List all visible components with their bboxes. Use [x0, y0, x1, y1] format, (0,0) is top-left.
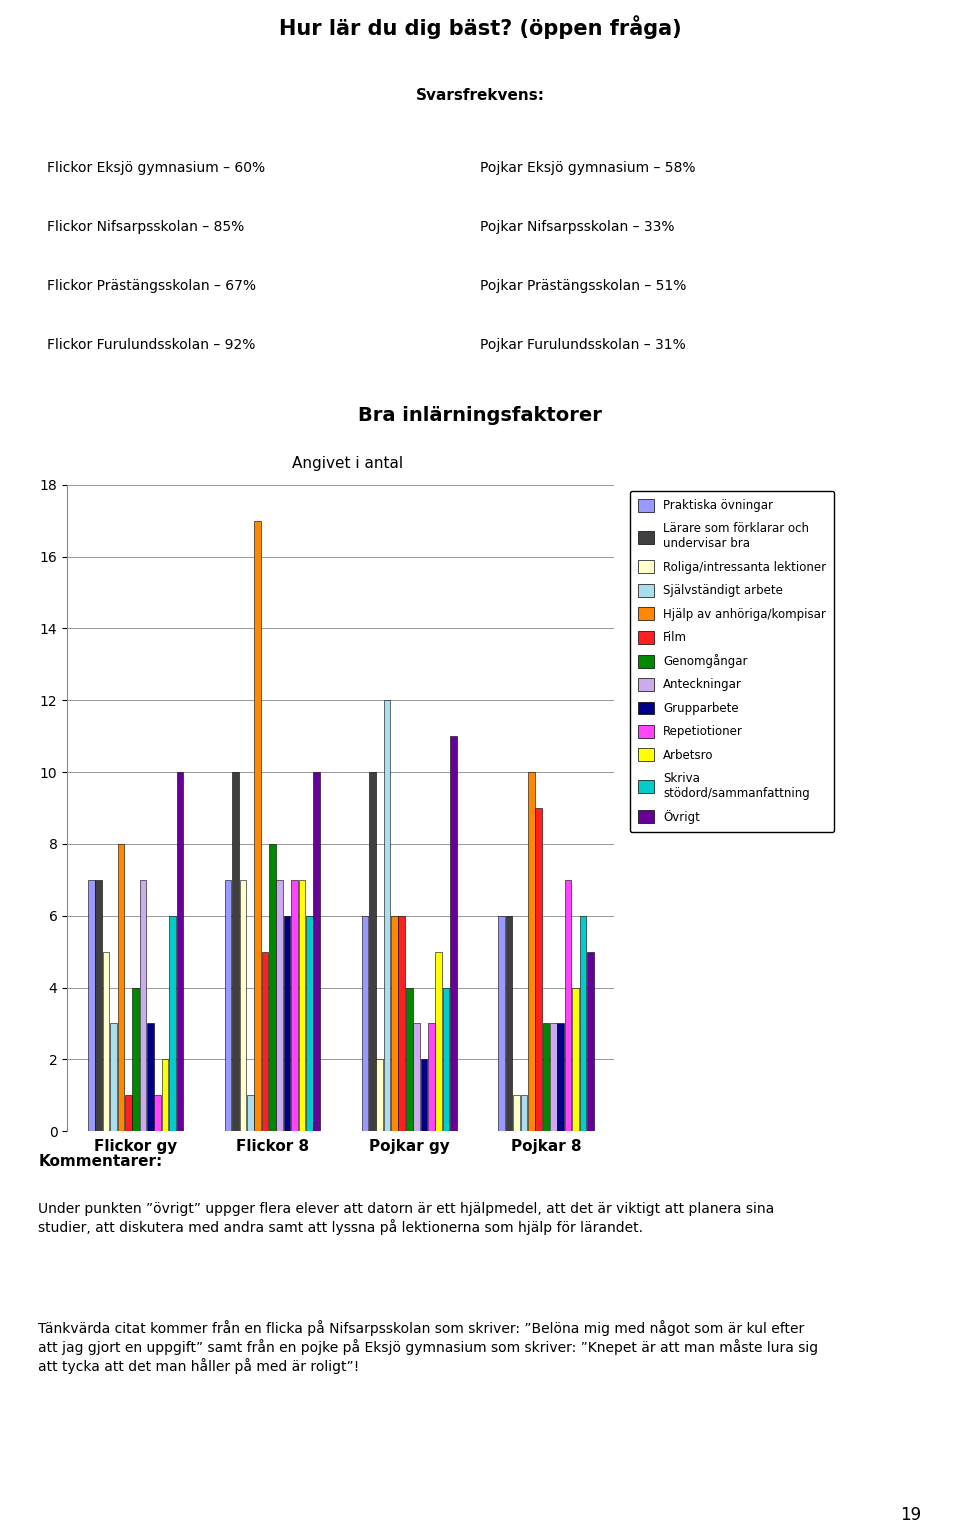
Text: Flickor Furulundsskolan – 92%: Flickor Furulundsskolan – 92%	[47, 337, 255, 352]
Bar	[284, 916, 291, 1131]
Bar	[139, 880, 146, 1131]
Bar	[436, 951, 442, 1131]
Text: Pojkar Eksjö gymnasium – 58%: Pojkar Eksjö gymnasium – 58%	[480, 160, 695, 174]
Text: Flickor Nifsarpsskolan – 85%: Flickor Nifsarpsskolan – 85%	[47, 220, 245, 234]
Text: Pojkar Nifsarpsskolan – 33%: Pojkar Nifsarpsskolan – 33%	[480, 220, 675, 234]
Bar	[306, 916, 313, 1131]
Text: Angivet i antal: Angivet i antal	[292, 456, 403, 471]
Bar	[103, 951, 109, 1131]
Bar	[269, 843, 276, 1131]
Text: Pojkar Prästängsskolan – 51%: Pojkar Prästängsskolan – 51%	[480, 279, 686, 292]
Bar	[225, 880, 231, 1131]
Bar	[391, 916, 397, 1131]
Bar	[514, 1096, 519, 1131]
Bar	[262, 951, 269, 1131]
Bar	[572, 988, 579, 1131]
Bar	[162, 1059, 168, 1131]
Bar	[550, 1023, 557, 1131]
Bar	[450, 736, 457, 1131]
Bar	[536, 808, 542, 1131]
Bar	[528, 773, 535, 1131]
Bar	[558, 1023, 564, 1131]
Bar	[428, 1023, 435, 1131]
Bar	[542, 1023, 549, 1131]
Bar	[313, 773, 320, 1131]
Bar	[520, 1096, 527, 1131]
Bar	[117, 843, 124, 1131]
Bar	[254, 520, 261, 1131]
Bar	[110, 1023, 117, 1131]
Bar	[587, 951, 593, 1131]
Bar	[362, 916, 369, 1131]
Bar	[384, 700, 391, 1131]
Bar	[169, 916, 176, 1131]
Text: Under punkten ”övrigt” uppger flera elever att datorn är ett hjälpmedel, att det: Under punkten ”övrigt” uppger flera elev…	[38, 1202, 775, 1234]
Text: 19: 19	[900, 1505, 922, 1524]
Text: Tänkvärda citat kommer från en flicka på Nifsarpsskolan som skriver: ”Belöna mig: Tänkvärda citat kommer från en flicka på…	[38, 1320, 819, 1373]
Bar	[369, 773, 375, 1131]
Bar	[443, 988, 449, 1131]
Legend: Praktiska övningar, Lärare som förklarar och
undervisar bra, Roliga/intressanta : Praktiska övningar, Lärare som förklarar…	[630, 491, 834, 833]
Text: Flickor Prästängsskolan – 67%: Flickor Prästängsskolan – 67%	[47, 279, 256, 292]
Bar	[95, 880, 102, 1131]
Bar	[247, 1096, 253, 1131]
Text: Pojkar Furulundsskolan – 31%: Pojkar Furulundsskolan – 31%	[480, 337, 685, 352]
Bar	[498, 916, 505, 1131]
Bar	[299, 880, 305, 1131]
Bar	[291, 880, 298, 1131]
Bar	[398, 916, 405, 1131]
Bar	[88, 880, 95, 1131]
Bar	[506, 916, 513, 1131]
Bar	[240, 880, 246, 1131]
Bar	[564, 880, 571, 1131]
Bar	[155, 1096, 161, 1131]
Bar	[580, 916, 587, 1131]
Bar	[125, 1096, 132, 1131]
Bar	[147, 1023, 154, 1131]
Text: Kommentarer:: Kommentarer:	[38, 1154, 162, 1170]
Text: Bra inlärningsfaktorer: Bra inlärningsfaktorer	[358, 406, 602, 425]
Bar	[132, 988, 139, 1131]
Bar	[276, 880, 283, 1131]
Text: Hur lär du dig bäst? (öppen fråga): Hur lär du dig bäst? (öppen fråga)	[278, 15, 682, 38]
Bar	[376, 1059, 383, 1131]
Bar	[232, 773, 239, 1131]
Bar	[177, 773, 183, 1131]
Bar	[420, 1059, 427, 1131]
Text: Flickor Eksjö gymnasium – 60%: Flickor Eksjö gymnasium – 60%	[47, 160, 265, 174]
Text: Svarsfrekvens:: Svarsfrekvens:	[416, 88, 544, 103]
Bar	[406, 988, 413, 1131]
Bar	[413, 1023, 420, 1131]
